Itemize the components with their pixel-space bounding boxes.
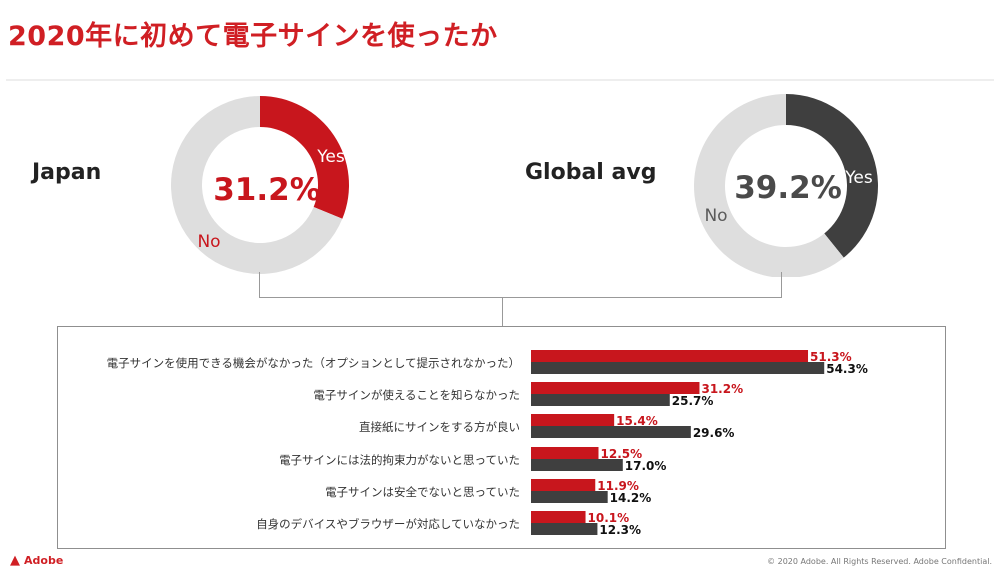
global-slice-no (694, 94, 844, 277)
copyright-text: © 2020 Adobe. All Rights Reserved. Adobe… (767, 557, 992, 566)
global-yes-label: Yes (845, 168, 873, 188)
bar-value-label: 29.6% (693, 426, 735, 440)
bar-value-label: 51.3% (810, 350, 852, 364)
bar-value-label: 12.3% (599, 523, 641, 537)
bar-japan (531, 447, 599, 459)
bar-value-label: 54.3% (826, 362, 868, 376)
bar-value-label: 17.0% (625, 459, 667, 473)
global-no-label: No (704, 206, 728, 226)
connector-left (259, 272, 260, 298)
adobe-logo-icon: ▲ (10, 553, 20, 568)
global-region-label: Global avg (525, 160, 657, 185)
connector-right (781, 272, 782, 298)
category-label: 電子サインを使用できる機会がなかった（オプションとして提示されなかった） (107, 356, 520, 370)
japan-region-label: Japan (32, 160, 102, 185)
bar-japan (531, 382, 700, 394)
japan-slice-yes (260, 96, 349, 219)
bar-value-label: 25.7% (672, 394, 714, 408)
category-label: 電子サインは安全でないと思っていた (325, 485, 520, 499)
bar-value-label: 15.4% (616, 414, 658, 428)
category-label: 電子サインには法的拘束力がないと思っていた (279, 453, 520, 467)
bar-value-label: 10.1% (588, 511, 630, 525)
category-label: 自身のデバイスやブラウザーが対応していなかった (256, 517, 520, 531)
category-label: 電子サインが使えることを知らなかった (313, 388, 520, 402)
bar-japan (531, 350, 809, 362)
global-center-value: 39.2% (734, 170, 842, 206)
bar-global-avg (531, 491, 608, 503)
category-label: 直接紙にサインをする方が良い (359, 420, 520, 434)
bar-global-avg (531, 362, 825, 374)
bar-value-label: 12.5% (601, 447, 643, 461)
bar-global-avg (531, 426, 691, 438)
global-donut-chart (694, 94, 878, 277)
connector-stem (502, 297, 503, 327)
reasons-bar-chart-panel: 電子サインを使用できる機会がなかった（オプションとして提示されなかった） 51.3… (57, 326, 946, 549)
title-divider (6, 79, 994, 81)
connector-horizontal (259, 297, 782, 298)
bar-global-avg (531, 394, 670, 406)
bar-japan (531, 479, 596, 491)
bar-value-label: 11.9% (597, 479, 639, 493)
japan-center-value: 31.2% (213, 172, 321, 208)
bar-global-avg (531, 459, 623, 471)
japan-donut-chart (171, 96, 349, 274)
japan-no-label: No (197, 232, 221, 252)
bar-value-label: 31.2% (701, 382, 743, 396)
global-slice-yes (786, 94, 878, 258)
bar-japan (531, 414, 615, 426)
adobe-logo: ▲ Adobe (10, 553, 64, 568)
reasons-bar-chart: 電子サインを使用できる機会がなかった（オプションとして提示されなかった） 51.3… (107, 350, 868, 537)
bar-value-label: 14.2% (610, 491, 652, 505)
bar-japan (531, 511, 586, 523)
bar-global-avg (531, 523, 598, 535)
japan-yes-label: Yes (317, 147, 345, 167)
japan-slice-no (171, 96, 343, 274)
page-title: 2020年に初めて電子サインを使ったか (8, 21, 498, 52)
